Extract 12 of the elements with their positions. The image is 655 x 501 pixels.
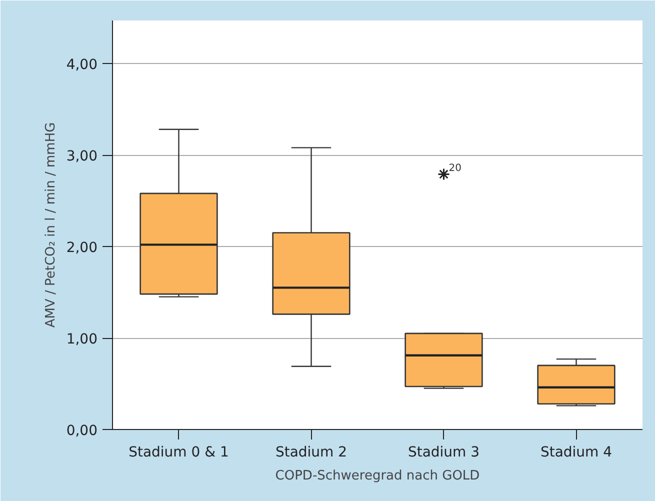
annotation: 20	[448, 163, 462, 174]
y-tick-label: 0,00	[66, 423, 98, 439]
y-tick-label: 3,00	[66, 148, 98, 165]
x-tick-label: Stadium 4	[540, 444, 612, 460]
y-axis-title: AMV / PetCO₂ in l / min / mmHG	[43, 122, 58, 328]
y-tick-label: 4,00	[66, 57, 98, 74]
x-tick-label: Stadium 0 & 1	[128, 444, 229, 460]
y-tick-label: 1,00	[66, 332, 98, 348]
x-tick-label: Stadium 2	[275, 444, 348, 460]
x-axis-title: COPD-Schweregrad nach GOLD	[275, 468, 480, 484]
x-tick-label: Stadium 3	[408, 444, 480, 460]
y-tick-label: 2,00	[66, 240, 98, 256]
